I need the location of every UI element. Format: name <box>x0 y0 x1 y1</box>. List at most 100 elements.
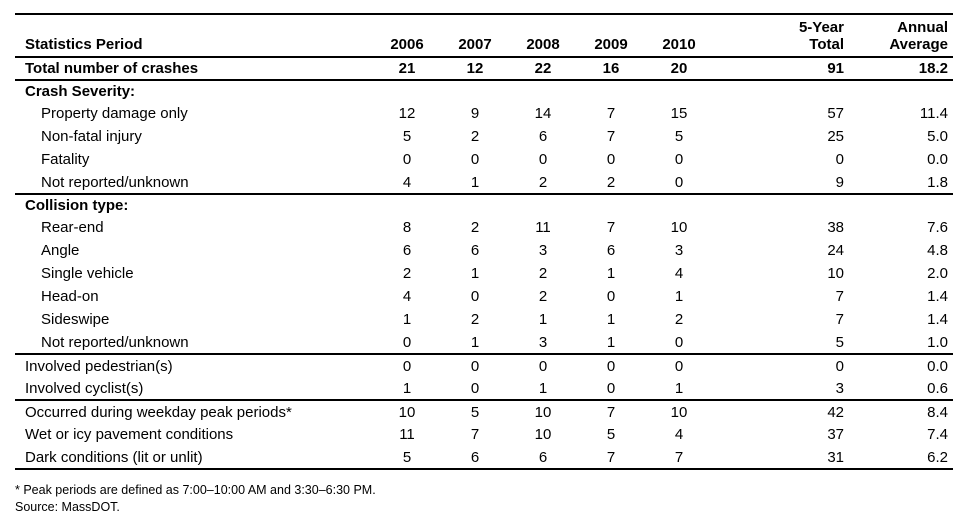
cell-5-year-total: 57 <box>827 105 844 122</box>
table-row: Not reported/unknown 4 1 2 2 0 9 1.8 <box>15 171 953 194</box>
cell-2009: 0 <box>606 357 616 375</box>
cell-2007: 5 <box>470 403 480 421</box>
row-label: Involved pedestrian(s) <box>25 357 173 375</box>
cell-5-year-total: 9 <box>835 173 844 191</box>
cell-2008: 3 <box>538 242 548 259</box>
cell-annual-average: 7.4 <box>927 426 948 443</box>
table-row: Property damage only 12 9 14 7 15 57 11.4 <box>15 102 953 125</box>
cell-2010: 4 <box>674 426 684 443</box>
cell-2010: 0 <box>674 357 684 375</box>
cell-2007: 2 <box>470 311 480 328</box>
cell-annual-average: 1.4 <box>927 288 948 305</box>
table-row: Wet or icy pavement conditions 11 7 10 5 4 37 7… <box>15 423 953 446</box>
cell-2006: 10 <box>398 403 416 421</box>
row-label: Sideswipe <box>41 311 110 328</box>
cell-2006: 0 <box>402 333 412 351</box>
cell-annual-average: 1.8 <box>927 173 948 191</box>
row-label: Involved cyclist(s) <box>25 379 144 397</box>
cell-2009: 0 <box>606 151 616 168</box>
cell-2008: 11 <box>535 219 551 236</box>
row-label: Total number of crashes <box>25 60 199 77</box>
cell-annual-average: 2.0 <box>927 265 948 282</box>
row-label: Non-fatal injury <box>41 128 142 145</box>
footnotes: * Peak periods are defined as 7:00–10:00… <box>15 482 376 517</box>
cell-2010: 7 <box>674 448 684 466</box>
table-row: Occurred during weekday peak periods* 10 5… <box>15 400 953 423</box>
cell-2006: 8 <box>402 219 412 236</box>
cell-annual-average: 1.0 <box>927 333 948 351</box>
cell-2008: 22 <box>534 60 552 77</box>
cell-2008: 10 <box>534 426 552 443</box>
cell-annual-average: 11.4 <box>919 105 948 122</box>
header-row: Statistics Period 2006 2007 2008 2009 20… <box>15 14 953 57</box>
cell-2008: 6 <box>538 128 548 145</box>
cell-5-year-total: 37 <box>827 426 844 443</box>
crash-statistics-table-wrap: Statistics Period 2006 2007 2008 2009 20… <box>15 13 953 470</box>
col-header-2008: 2008 <box>526 35 560 53</box>
cell-2007: 6 <box>470 242 480 259</box>
col-header-statistics-period: Statistics Period <box>25 35 143 53</box>
cell-5-year-total: 7 <box>835 311 844 328</box>
cell-2010: 5 <box>674 128 684 145</box>
cell-2009: 7 <box>606 128 616 145</box>
cell-2010: 1 <box>674 379 684 397</box>
cell-2010: 20 <box>670 60 688 77</box>
cell-2006: 6 <box>402 242 412 259</box>
cell-2008: 6 <box>538 448 548 466</box>
section-header-row: Collision type: <box>15 194 953 216</box>
cell-2010: 4 <box>674 265 684 282</box>
cell-2009: 16 <box>602 60 620 77</box>
cell-5-year-total: 42 <box>827 403 844 421</box>
table-row: Sideswipe 1 2 1 1 2 7 1.4 <box>15 308 953 331</box>
row-label: Property damage only <box>41 105 188 122</box>
cell-2010: 10 <box>670 219 688 236</box>
cell-2009: 0 <box>606 379 616 397</box>
cell-2006: 1 <box>402 379 412 397</box>
crash-statistics-table: Statistics Period 2006 2007 2008 2009 20… <box>15 13 953 470</box>
cell-5-year-total: 7 <box>835 288 844 305</box>
row-label: Not reported/unknown <box>41 173 189 191</box>
row-label: Angle <box>41 242 80 259</box>
cell-2007: 0 <box>470 379 480 397</box>
cell-2006: 12 <box>398 105 416 122</box>
cell-2009: 7 <box>606 448 616 466</box>
row-label: Collision type: <box>25 197 129 214</box>
cell-2009: 7 <box>606 403 616 421</box>
row-label: Head-on <box>41 288 99 305</box>
cell-2008: 2 <box>538 265 548 282</box>
cell-2007: 1 <box>470 173 480 191</box>
footnote-peak-periods: * Peak periods are defined as 7:00–10:00… <box>15 483 376 497</box>
col-header-2006: 2006 <box>390 35 424 53</box>
row-label: Occurred during weekday peak periods* <box>25 403 292 421</box>
row-label: Rear-end <box>41 219 104 236</box>
cell-2008: 10 <box>534 403 552 421</box>
cell-5-year-total: 24 <box>827 242 844 259</box>
table-body: Total number of crashes 21 12 22 16 20 91 18.2 C… <box>15 57 953 469</box>
cell-2010: 3 <box>674 242 684 259</box>
cell-2006: 2 <box>402 265 412 282</box>
cell-2010: 2 <box>674 311 684 328</box>
cell-2007: 1 <box>470 265 480 282</box>
cell-2007: 6 <box>470 448 480 466</box>
table-row: Total number of crashes 21 12 22 16 20 91 18.2 <box>15 57 953 80</box>
cell-annual-average: 18.2 <box>918 60 948 77</box>
cell-annual-average: 8.4 <box>927 403 948 421</box>
cell-5-year-total: 0 <box>835 151 844 168</box>
cell-2006: 0 <box>402 151 412 168</box>
col-header-annual-average: Annual Average <box>889 19 948 53</box>
table-row: Involved cyclist(s) 1 0 1 0 1 3 0.6 <box>15 377 953 400</box>
cell-2010: 10 <box>670 403 688 421</box>
cell-2006: 5 <box>402 448 412 466</box>
col-header-2009: 2009 <box>594 35 628 53</box>
table-row: Not reported/unknown 0 1 3 1 0 5 1.0 <box>15 331 953 354</box>
cell-2007: 0 <box>470 151 480 168</box>
row-label: Dark conditions (lit or unlit) <box>25 448 203 466</box>
row-label: Fatality <box>41 151 90 168</box>
table-row: Rear-end 8 2 11 7 10 38 7.6 <box>15 216 953 239</box>
row-label: Wet or icy pavement conditions <box>25 426 234 443</box>
cell-annual-average: 0.0 <box>927 357 948 375</box>
cell-2009: 7 <box>606 105 616 122</box>
cell-5-year-total: 0 <box>835 357 844 375</box>
cell-2006: 5 <box>402 128 412 145</box>
